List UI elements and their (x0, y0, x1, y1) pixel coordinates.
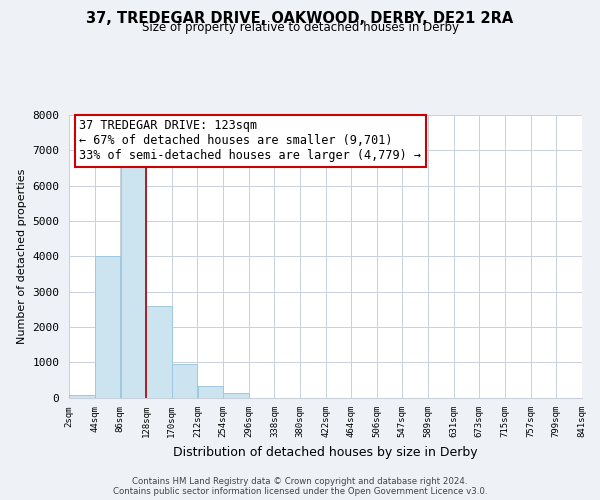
Bar (69, 396, 95, 398)
Bar (197, 386, 223, 398)
Text: 37, TREDEGAR DRIVE, OAKWOOD, DERBY, DE21 2RA: 37, TREDEGAR DRIVE, OAKWOOD, DERBY, DE21… (86, 11, 514, 26)
X-axis label: Distribution of detached houses by size in Derby: Distribution of detached houses by size … (173, 446, 478, 458)
Y-axis label: Number of detached properties: Number of detached properties (17, 168, 27, 344)
Text: Contains HM Land Registry data © Crown copyright and database right 2024.: Contains HM Land Registry data © Crown c… (132, 478, 468, 486)
Bar (146, 306, 172, 398)
Text: Size of property relative to detached houses in Derby: Size of property relative to detached ho… (142, 21, 458, 34)
Bar (95, 256, 120, 398)
Text: Contains public sector information licensed under the Open Government Licence v3: Contains public sector information licen… (113, 487, 487, 496)
Bar (223, 393, 248, 398)
Bar (172, 364, 197, 398)
Text: 37 TREDEGAR DRIVE: 123sqm
← 67% of detached houses are smaller (9,701)
33% of se: 37 TREDEGAR DRIVE: 123sqm ← 67% of detac… (79, 119, 421, 162)
Bar (121, 164, 146, 398)
